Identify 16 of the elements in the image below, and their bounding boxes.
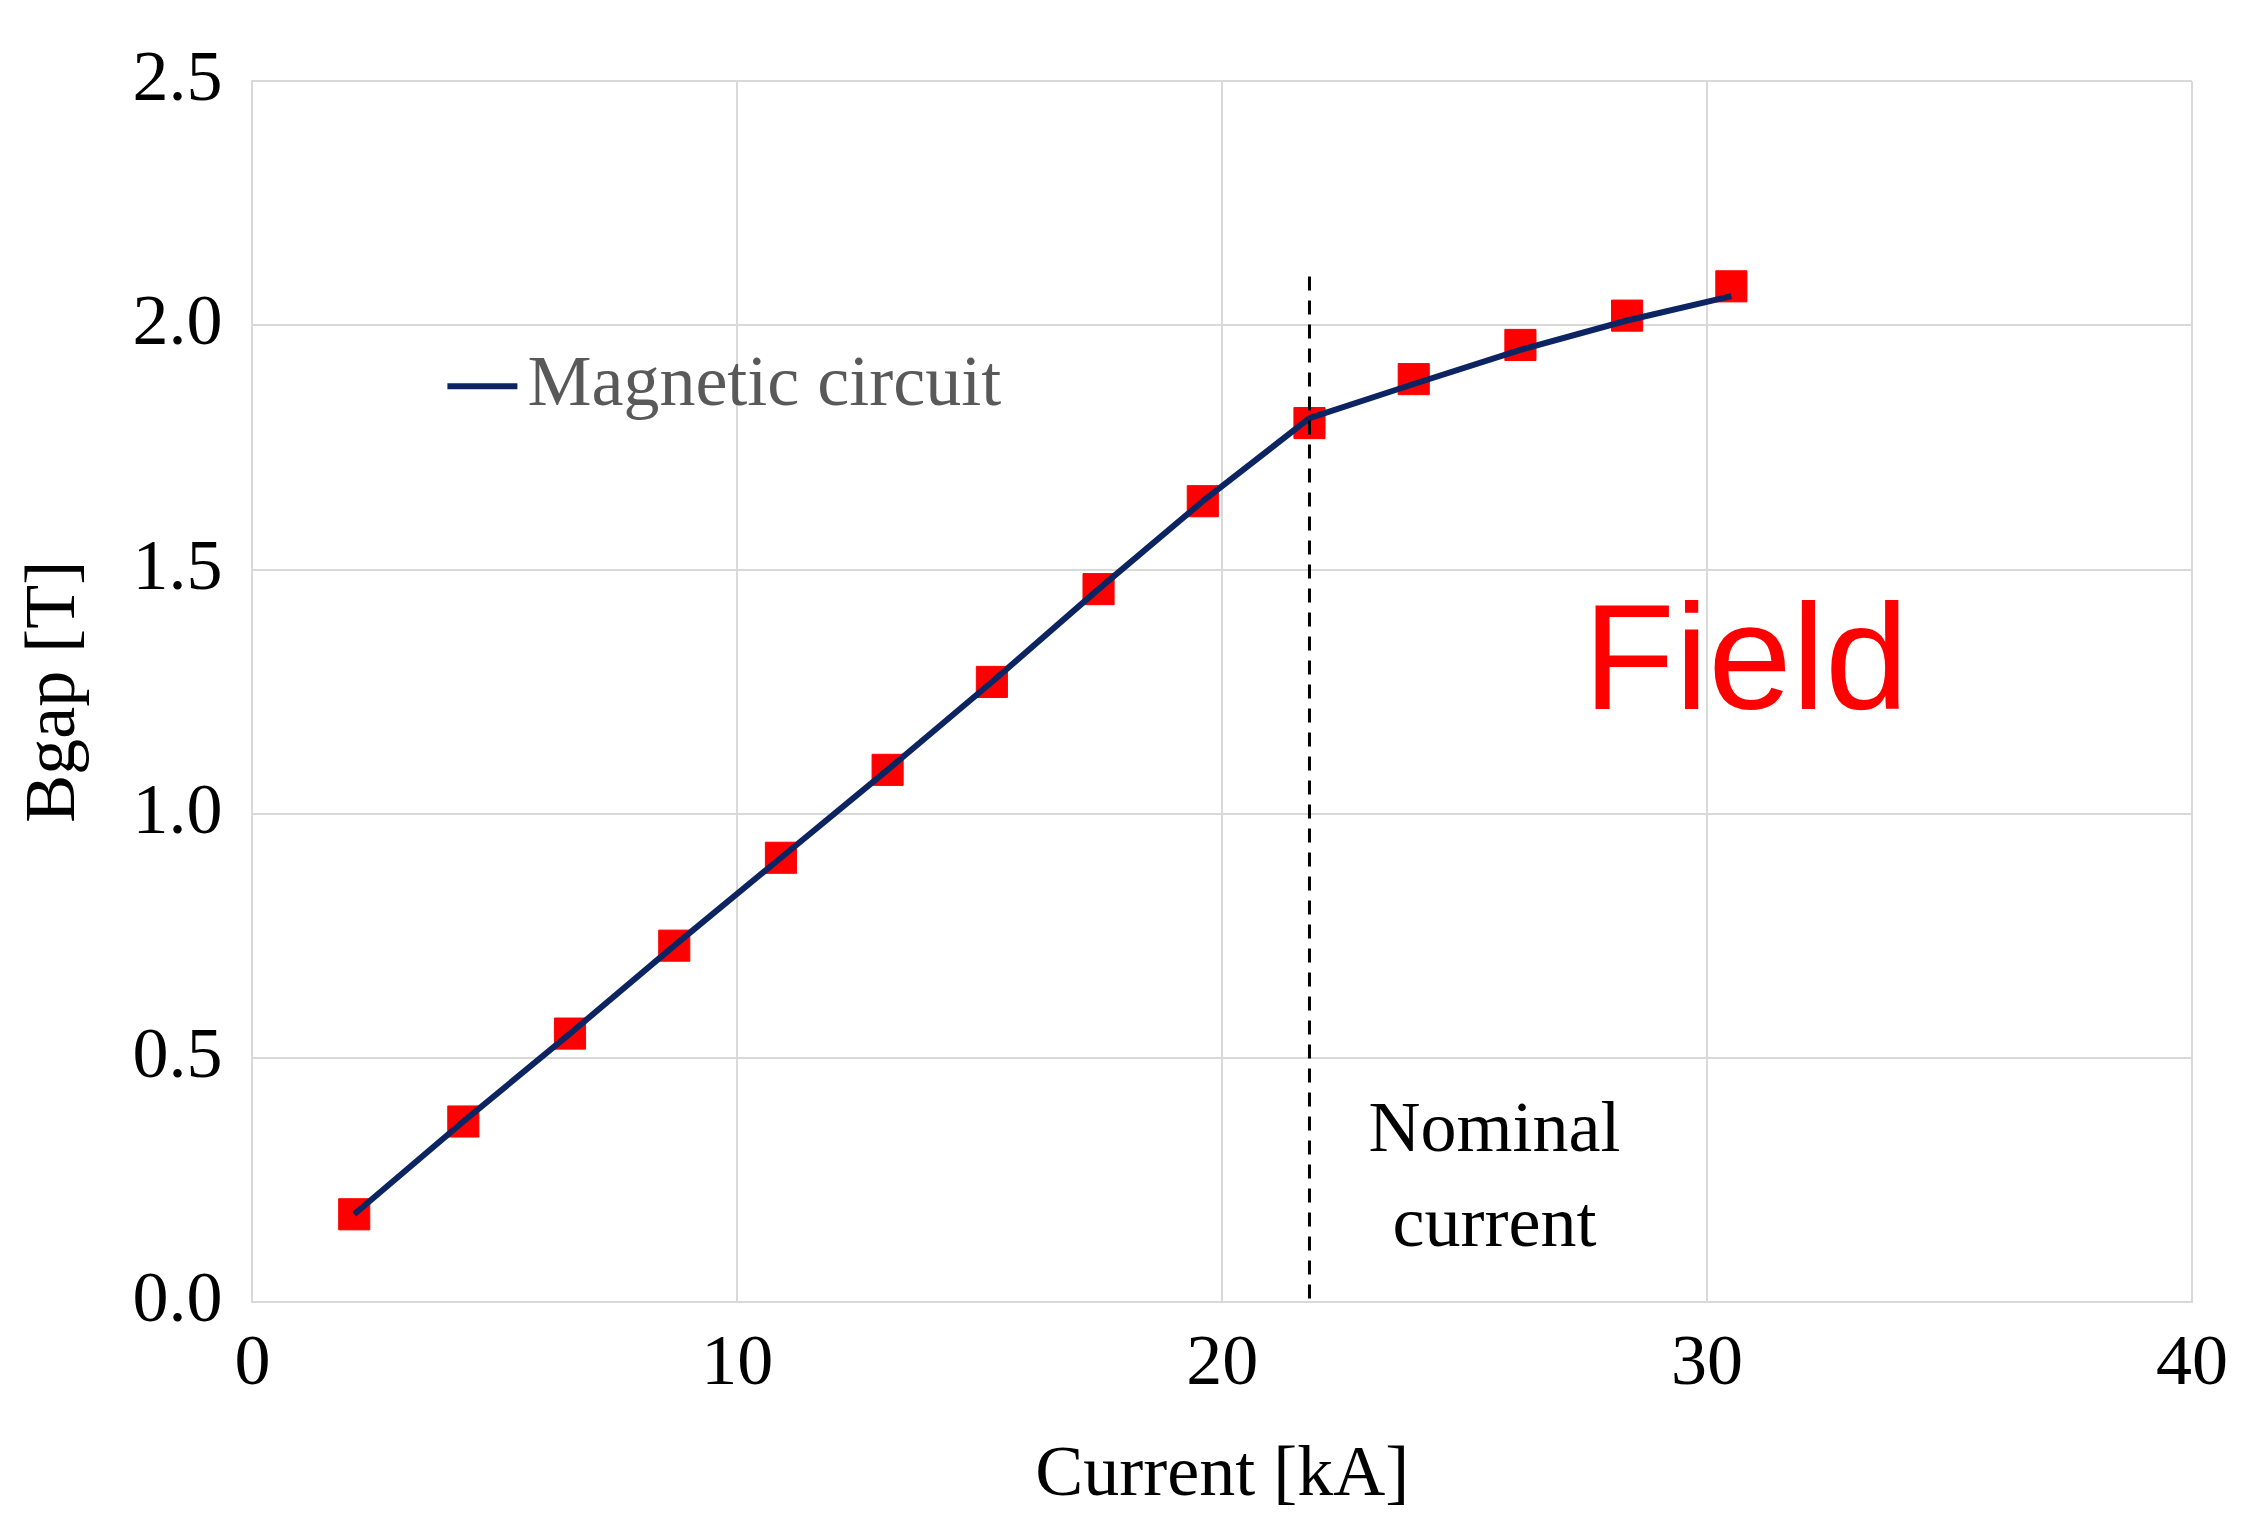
y-tick-label: 2.5 [132, 36, 223, 117]
x-tick-label: 0 [234, 1320, 271, 1401]
ref-line-label: Nominal current [1368, 1087, 1621, 1263]
y-tick-label: 1.5 [132, 524, 223, 605]
y-axis-title: Bgap [T] [10, 560, 91, 823]
x-tick-label: 30 [1671, 1320, 1744, 1401]
annotation: Field [1583, 572, 1909, 741]
x-tick-label: 10 [701, 1320, 774, 1401]
x-tick-label: 40 [2156, 1320, 2228, 1401]
y-tick-label: 1.0 [132, 768, 223, 849]
x-tick-label: 20 [1186, 1320, 1259, 1401]
y-tick-label: 0.5 [132, 1012, 223, 1093]
legend-label: Magnetic circuit [527, 341, 1002, 422]
y-tick-label: 2.0 [132, 280, 223, 361]
x-axis-title: Current [kA] [1035, 1430, 1410, 1511]
y-tick-label: 0.0 [132, 1257, 223, 1338]
